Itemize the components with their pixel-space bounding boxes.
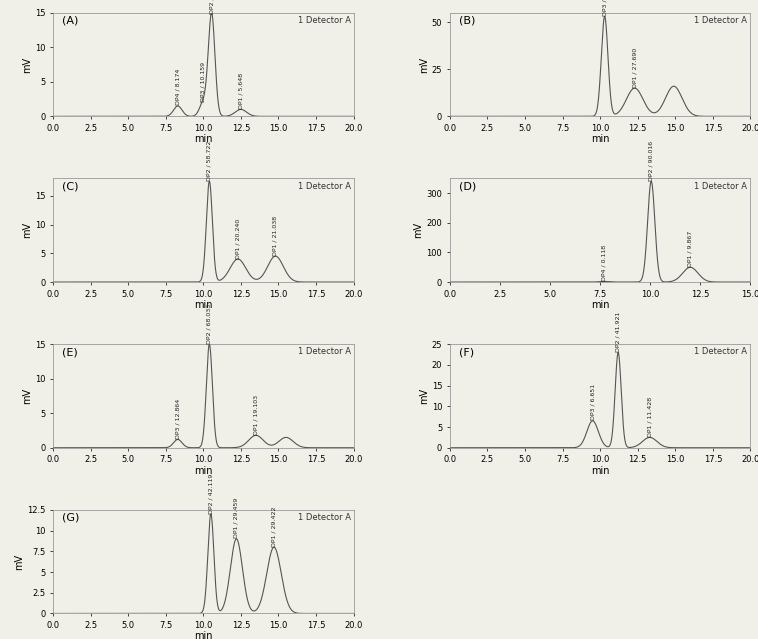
X-axis label: min: min — [194, 631, 212, 639]
Text: DP2 / 41.921: DP2 / 41.921 — [615, 312, 621, 352]
Text: (C): (C) — [62, 181, 79, 192]
Text: (A): (A) — [62, 16, 78, 26]
Text: (D): (D) — [459, 181, 476, 192]
Text: (F): (F) — [459, 347, 474, 357]
Y-axis label: mV: mV — [14, 553, 24, 570]
Text: (E): (E) — [62, 347, 78, 357]
Text: DP3 / 10.159: DP3 / 10.159 — [201, 62, 206, 102]
Text: DP1 / 27.690: DP1 / 27.690 — [632, 47, 637, 88]
Text: 1 Detector A: 1 Detector A — [298, 16, 351, 25]
Text: 1 Detector A: 1 Detector A — [298, 181, 351, 190]
Text: DP2 / 68.033: DP2 / 68.033 — [207, 304, 212, 344]
Text: 1 Detector A: 1 Detector A — [298, 347, 351, 357]
Text: DP3 / 72.310: DP3 / 72.310 — [602, 0, 607, 16]
Text: DP4 / 8.174: DP4 / 8.174 — [175, 69, 180, 105]
Y-axis label: mV: mV — [22, 222, 32, 238]
Text: DP2 / 42.119: DP2 / 42.119 — [208, 473, 213, 514]
Text: DP1 / 29.459: DP1 / 29.459 — [234, 498, 239, 538]
Text: DP1 / 20.240: DP1 / 20.240 — [236, 219, 240, 259]
Text: DP2 / 76.019: DP2 / 76.019 — [209, 0, 214, 13]
X-axis label: min: min — [194, 466, 212, 476]
Text: DP3 / 6.651: DP3 / 6.651 — [590, 384, 595, 420]
Text: DP1 / 9.867: DP1 / 9.867 — [688, 231, 693, 266]
X-axis label: min: min — [591, 300, 609, 310]
Text: 1 Detector A: 1 Detector A — [694, 347, 747, 357]
Text: 1 Detector A: 1 Detector A — [694, 181, 747, 190]
Text: DP1 / 21.038: DP1 / 21.038 — [273, 215, 278, 256]
Text: DP1 / 5.648: DP1 / 5.648 — [239, 73, 243, 109]
X-axis label: min: min — [194, 300, 212, 310]
Y-axis label: mV: mV — [414, 222, 424, 238]
Y-axis label: mV: mV — [22, 56, 32, 73]
Text: DP1 / 29.422: DP1 / 29.422 — [271, 506, 277, 546]
X-axis label: min: min — [591, 466, 609, 476]
Text: DP1 / 11.428: DP1 / 11.428 — [647, 397, 652, 437]
X-axis label: min: min — [194, 134, 212, 144]
Text: DP4 / 0.118: DP4 / 0.118 — [602, 245, 606, 281]
Text: (B): (B) — [459, 16, 475, 26]
Text: DP3 / 12.864: DP3 / 12.864 — [175, 399, 180, 439]
Text: 1 Detector A: 1 Detector A — [694, 16, 747, 25]
Text: DP1 / 19.103: DP1 / 19.103 — [253, 395, 258, 435]
Y-axis label: mV: mV — [419, 388, 429, 404]
Text: DP2 / 58.722: DP2 / 58.722 — [207, 141, 212, 181]
X-axis label: min: min — [591, 134, 609, 144]
Text: 1 Detector A: 1 Detector A — [298, 513, 351, 522]
Text: (G): (G) — [62, 513, 80, 523]
Text: DP2 / 90.016: DP2 / 90.016 — [649, 141, 653, 181]
Y-axis label: mV: mV — [22, 388, 32, 404]
Y-axis label: mV: mV — [419, 56, 429, 73]
